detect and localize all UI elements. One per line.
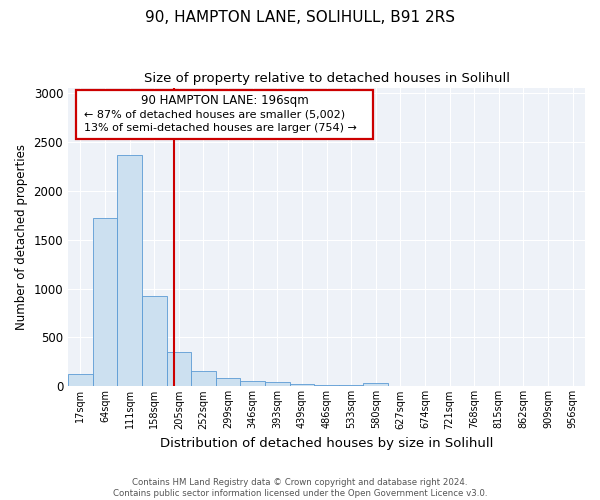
Bar	[191, 371, 216, 386]
Bar	[265, 382, 290, 386]
Bar	[68, 374, 92, 386]
Bar	[216, 378, 241, 386]
Bar	[142, 296, 167, 386]
X-axis label: Distribution of detached houses by size in Solihull: Distribution of detached houses by size …	[160, 437, 493, 450]
Bar	[167, 352, 191, 386]
Bar	[117, 154, 142, 386]
Bar	[314, 384, 339, 386]
Text: 90, HAMPTON LANE, SOLIHULL, B91 2RS: 90, HAMPTON LANE, SOLIHULL, B91 2RS	[145, 10, 455, 25]
Bar	[241, 380, 265, 386]
Text: Contains HM Land Registry data © Crown copyright and database right 2024.
Contai: Contains HM Land Registry data © Crown c…	[113, 478, 487, 498]
Title: Size of property relative to detached houses in Solihull: Size of property relative to detached ho…	[143, 72, 509, 86]
Y-axis label: Number of detached properties: Number of detached properties	[15, 144, 28, 330]
Text: 13% of semi-detached houses are larger (754) →: 13% of semi-detached houses are larger (…	[83, 124, 356, 134]
Bar	[364, 384, 388, 386]
Text: ← 87% of detached houses are smaller (5,002): ← 87% of detached houses are smaller (5,…	[83, 109, 344, 119]
Bar	[92, 218, 117, 386]
Bar	[339, 385, 364, 386]
Bar	[290, 384, 314, 386]
FancyBboxPatch shape	[76, 90, 373, 139]
Text: 90 HAMPTON LANE: 196sqm: 90 HAMPTON LANE: 196sqm	[140, 94, 308, 107]
